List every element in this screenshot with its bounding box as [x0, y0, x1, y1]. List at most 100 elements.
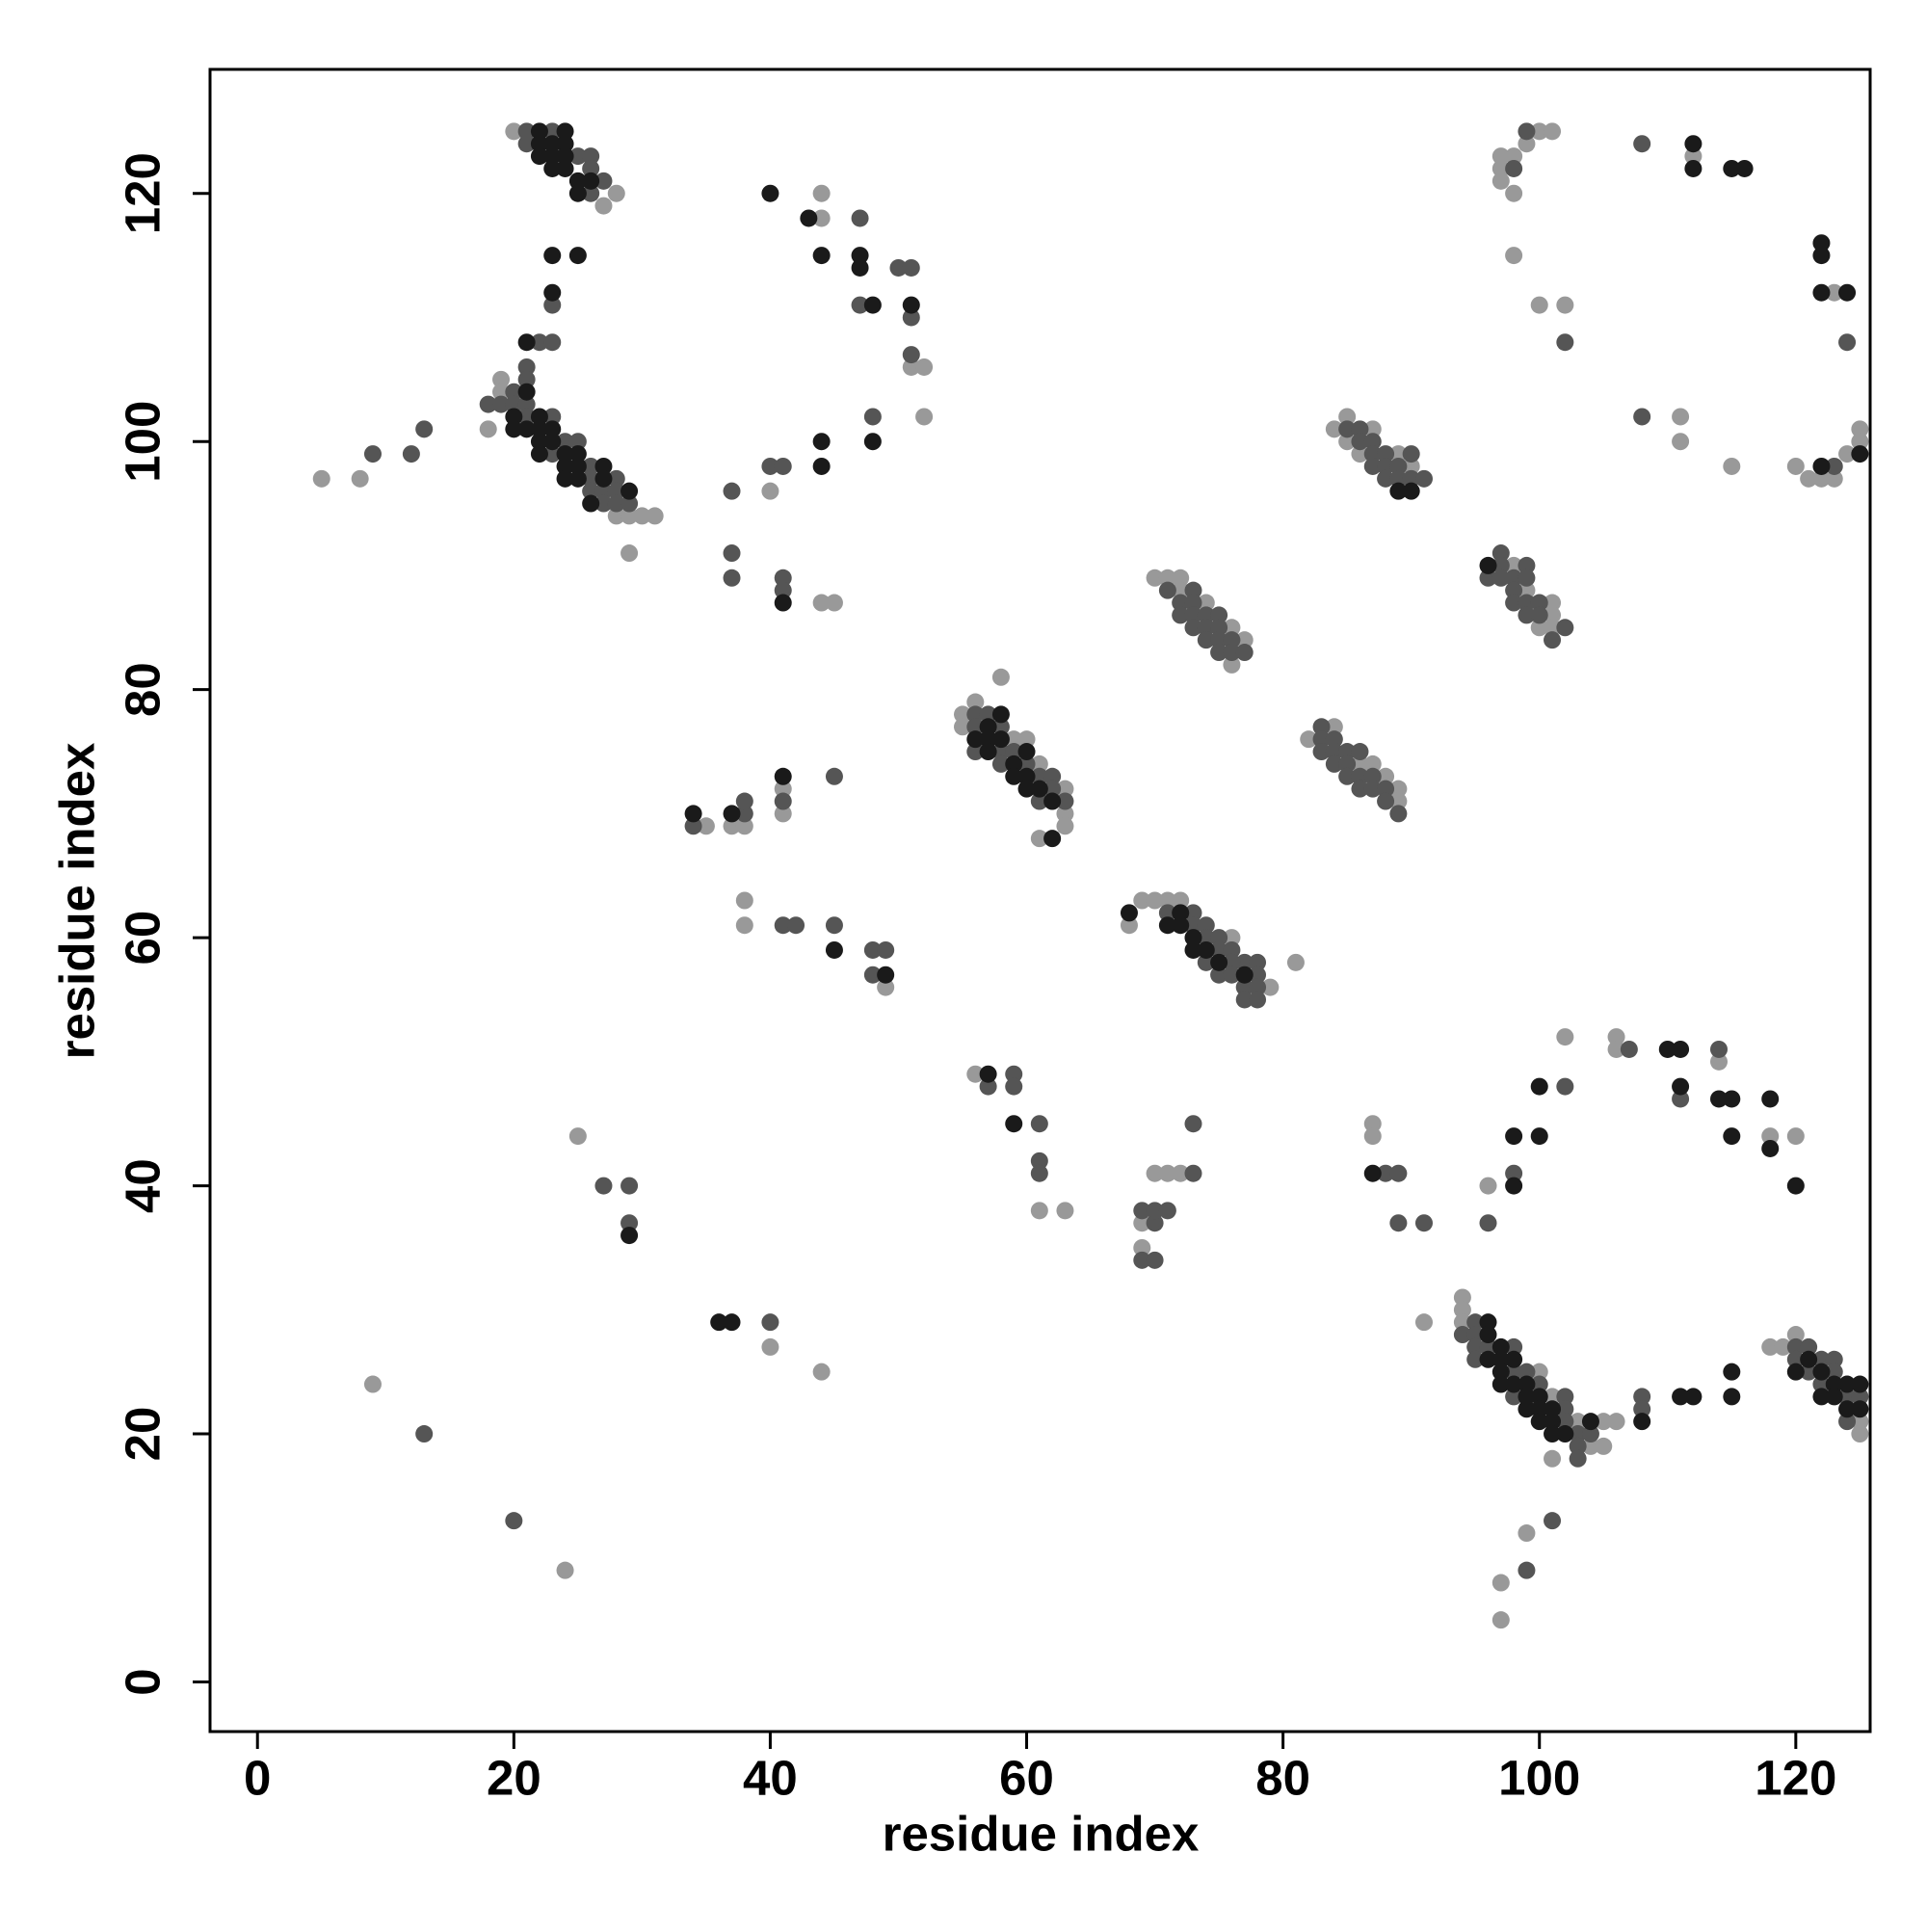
point — [1043, 830, 1062, 848]
point — [517, 357, 536, 376]
point — [710, 1313, 728, 1332]
point — [1197, 594, 1215, 612]
point — [1479, 1214, 1497, 1232]
point — [1377, 457, 1395, 475]
point — [1363, 754, 1382, 773]
point — [1312, 730, 1331, 749]
point — [1530, 1127, 1548, 1146]
point — [1544, 1449, 1562, 1468]
point — [1402, 457, 1420, 475]
point — [1556, 1077, 1574, 1096]
y-tick-label: 120 — [115, 152, 170, 234]
point — [568, 433, 587, 451]
point — [1633, 135, 1651, 153]
point — [1518, 581, 1536, 599]
point — [1723, 1388, 1741, 1406]
point — [1479, 1337, 1497, 1356]
point — [1056, 805, 1074, 823]
point — [877, 966, 895, 984]
point — [1812, 283, 1831, 302]
point — [568, 1127, 587, 1146]
point — [505, 408, 523, 426]
point — [774, 569, 792, 587]
point — [1544, 606, 1562, 624]
point — [1377, 780, 1395, 798]
point — [1556, 1413, 1574, 1431]
point — [1184, 594, 1202, 612]
point — [1633, 408, 1651, 426]
point — [774, 805, 792, 823]
y-tick-label: 0 — [115, 1668, 170, 1695]
point — [1453, 1288, 1471, 1307]
point — [1812, 469, 1831, 488]
point — [620, 1177, 639, 1195]
point — [1607, 1040, 1625, 1058]
point — [1518, 606, 1536, 624]
point — [954, 718, 972, 736]
point — [582, 147, 600, 166]
point — [1710, 1090, 1729, 1108]
point — [556, 445, 574, 463]
point — [1402, 482, 1420, 500]
point — [1544, 1425, 1562, 1443]
point — [889, 258, 908, 277]
point — [1235, 966, 1254, 984]
point — [812, 184, 831, 202]
point — [1043, 780, 1062, 798]
point — [1197, 940, 1215, 959]
point — [1544, 619, 1562, 637]
point — [568, 172, 587, 190]
point — [517, 370, 536, 388]
point — [1851, 1425, 1869, 1443]
point — [1249, 966, 1267, 984]
point — [761, 184, 779, 202]
point — [1363, 1115, 1382, 1133]
point — [543, 296, 562, 314]
point — [1812, 457, 1831, 475]
point — [1184, 581, 1202, 599]
point — [415, 1425, 434, 1443]
point — [517, 420, 536, 438]
point — [1377, 767, 1395, 785]
point — [530, 147, 548, 166]
point — [1672, 1040, 1690, 1058]
point — [1158, 916, 1176, 935]
point — [966, 693, 985, 711]
point — [1761, 1139, 1780, 1157]
point — [1017, 730, 1036, 749]
point — [761, 1313, 779, 1332]
point — [607, 507, 625, 525]
point — [582, 482, 600, 500]
y-tick-label: 60 — [115, 911, 170, 966]
point — [568, 247, 587, 265]
point — [556, 135, 574, 153]
point — [851, 258, 869, 277]
point — [1056, 1202, 1074, 1220]
point — [1005, 743, 1023, 761]
point — [1338, 743, 1357, 761]
point — [1453, 1301, 1471, 1319]
point — [1249, 953, 1267, 971]
point — [1556, 296, 1574, 314]
point — [1838, 1375, 1857, 1393]
point — [556, 159, 574, 177]
point — [1056, 792, 1074, 810]
point — [1146, 891, 1164, 910]
point — [1491, 147, 1510, 166]
point — [1851, 420, 1869, 438]
point — [1518, 569, 1536, 587]
point — [1786, 1127, 1805, 1146]
point — [991, 705, 1010, 724]
point — [1825, 1350, 1843, 1368]
point — [1351, 754, 1369, 773]
y-tick-label: 20 — [115, 1407, 170, 1462]
point — [1172, 569, 1190, 587]
point — [1389, 780, 1408, 798]
point — [1723, 457, 1741, 475]
point — [774, 581, 792, 599]
point — [1466, 1337, 1485, 1356]
point — [1825, 469, 1843, 488]
point — [1518, 556, 1536, 574]
point — [1005, 1065, 1023, 1083]
